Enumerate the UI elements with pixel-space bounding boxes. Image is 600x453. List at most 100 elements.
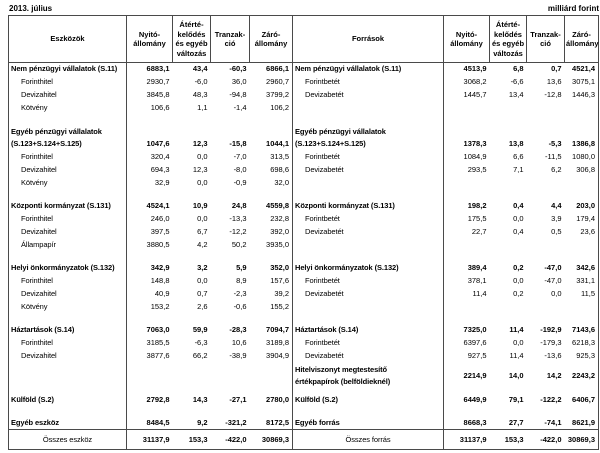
right-value-cell: 8621,9 [564,416,599,430]
right-value-cell [444,177,490,190]
right-value-cell: -6,6 [510,77,524,86]
right-value-cell: 2214,9 [463,370,487,380]
left-value-cell: 148,8 [150,276,170,285]
right-value-cell [564,313,599,324]
right-label-cell: Forintbetét [292,212,444,226]
left-value-cell: 4,2 [197,240,208,249]
left-value-cell: -13,3 [229,214,247,223]
left-value-cell: 246,0 [150,214,170,223]
right-value-cell: 925,3 [564,349,599,363]
right-value-cell: 6,6 [513,152,524,161]
left-value-cell: 39,2 [249,287,293,301]
table-row: Devizahitel 40,9 0,7 -2,3 39,2 Devizabetét 11,… [8,287,599,301]
right-value-cell: 3075,1 [564,75,599,89]
left-value-cell: 24,8 [231,201,247,210]
table-row: Devizahitel 3877,6 66,2 -38,9 3904,9 Devizabe… [8,349,599,363]
table-body: Nem pénzügyi vállalatok (S.11) 6883,1 43,4… [8,62,599,450]
right-value-cell: 11,4 [472,289,487,298]
left-value-cell: 1,1 [197,103,208,112]
left-label-cell [8,114,127,125]
right-value-cell: 6406,7 [564,393,599,407]
right-label-cell [292,101,444,115]
table-row: Forinthitel 246,0 0,0 -13,3 232,8 Forintbetét… [8,212,599,226]
table-row: Helyi önkormányzatok (S.132) 342,9 3,2 5,9 3… [8,261,599,275]
left-value-cell: 3880,5 [146,240,170,249]
right-value-cell: 927,5 [467,351,487,360]
right-value-cell [490,239,527,252]
left-label-cell: Devizahitel [8,88,127,102]
left-value-cell: -0,6 [233,302,247,311]
left-value-cell: 31137,9 [126,429,173,450]
right-value-cell: 11,4 [509,351,524,360]
left-label-cell: Egyéb eszköz [8,416,127,430]
left-value-cell: 2960,7 [249,75,293,89]
right-value-cell: 13,8 [508,138,524,148]
right-value-cell [444,301,490,314]
spacer-row [8,189,599,200]
right-label-cell: Központi kormányzat (S.131) [292,199,444,213]
left-value-cell: 6866,1 [249,62,293,76]
right-value-cell: 1080,0 [564,150,599,164]
right-value-cell: 4513,9 [463,64,487,74]
left-value-cell: 397,5 [150,227,170,236]
left-value-cell: 342,9 [150,263,170,272]
right-value-cell: 14,2 [546,370,562,380]
table-row: Forinthitel 320,4 0,0 -7,0 313,5 Forintbetét 1… [8,150,599,164]
right-value-cell: 198,2 [467,201,487,210]
right-label-cell: Forintbetét [292,150,444,164]
left-label-cell: Forinthitel [8,336,127,350]
closing-stock-header-left: Záró- állomány [249,15,293,63]
right-value-cell: -11,5 [544,152,562,161]
table-row: Nem pénzügyi vállalatok (S.11) 6883,1 43,4… [8,62,599,76]
assets-column-header: Eszközök [8,15,127,63]
left-value-cell: -12,2 [229,227,247,236]
left-value-cell: 3877,6 [146,351,170,360]
right-label-cell: Devizabetét [292,349,444,363]
left-value-cell: -6,0 [194,77,208,86]
left-value-cell [127,407,173,417]
left-value-cell: 106,2 [249,101,293,115]
right-value-cell: 0,5 [551,227,562,236]
table-row: Devizahitel 694,3 12,3 -8,0 698,6 Devizabetét… [8,163,599,177]
right-value-cell [444,102,490,115]
right-value-cell [490,102,527,115]
spacer-row [8,114,599,125]
right-value-cell [527,407,565,417]
left-value-cell: 153,2 [150,302,170,311]
left-label-cell: Forinthitel [8,212,127,226]
left-value-cell [249,313,293,324]
right-value-cell: 7325,0 [463,325,487,334]
right-value-cell [444,190,490,200]
right-value-cell: 331,1 [564,274,599,288]
table-row: Összes eszköz 31137,9 153,3 -422,0 30869,3 Ös… [8,429,599,450]
right-value-cell [564,176,599,190]
left-value-cell: 3185,5 [146,338,170,347]
right-label-cell [292,114,444,125]
left-value-cell: 12,3 [192,165,208,174]
right-value-cell [444,239,490,252]
right-value-cell: 11,5 [564,287,599,301]
left-value-cell [249,189,293,200]
left-value-cell: 352,0 [249,261,293,275]
sources-column-header: Források [292,15,444,63]
right-value-cell: 153,3 [489,429,527,450]
left-value-cell: -60,3 [229,64,247,74]
right-value-cell: 0,0 [551,289,562,298]
right-value-cell: 4,4 [551,201,562,210]
right-value-cell: 7,1 [513,165,524,174]
right-value-cell: -5,3 [548,138,562,148]
left-label-cell: Forinthitel [8,150,127,164]
right-value-cell: -12,8 [544,90,562,99]
left-value-cell: 32,9 [154,178,170,187]
right-value-cell: 0,4 [513,201,524,210]
right-label-cell: Egyéb forrás [292,416,444,430]
revaluation-header-right: Átérté- kelődés és egyéb változás [489,15,527,63]
left-value-cell: 7063,0 [146,325,170,334]
left-value-cell: 0,0 [197,178,208,187]
left-value-cell: 66,2 [192,351,208,360]
right-value-cell: 31137,9 [443,429,490,450]
left-value-cell [211,314,250,324]
right-value-cell: 389,4 [467,263,487,272]
left-label-cell: Egyéb pénzügyi vállalatok (S.123+S.124+S… [8,124,127,151]
